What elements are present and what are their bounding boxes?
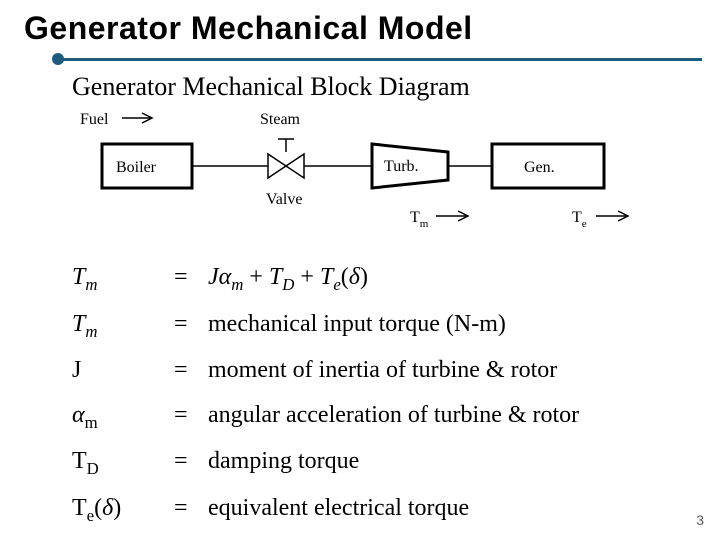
eq-equals: = (174, 351, 198, 389)
slide-title-wrap: Generator Mechanical Model (24, 10, 473, 47)
equation-row: Te(δ) = equivalent electrical torque (72, 489, 579, 530)
eq-rhs: moment of inertia of turbine & rotor (208, 351, 557, 389)
steam-label: Steam (260, 111, 301, 128)
eq-rhs: equivalent electrical torque (208, 489, 469, 527)
eq-equals: = (174, 442, 198, 480)
fuel-arrow-icon (122, 113, 152, 123)
equation-row: Tm = Jαm + TD + Te(δ) (72, 258, 579, 299)
slide: { "title": "Generator Mechanical Model",… (0, 0, 720, 540)
eq-lhs: αm (72, 396, 164, 437)
valve-label: Valve (266, 191, 302, 208)
equation-row: Tm = mechanical input torque (N-m) (72, 305, 579, 346)
svg-text:Te: Te (572, 209, 587, 230)
te-annotation: Te (572, 209, 628, 230)
eq-lhs: Tm (72, 258, 164, 299)
block-diagram: Fuel Boiler Steam Valve (72, 104, 638, 250)
eq-rhs: Jαm + TD + Te(δ) (208, 258, 368, 299)
eq-lhs: Tm (72, 305, 164, 346)
eq-lhs: J (72, 351, 164, 389)
fuel-label: Fuel (80, 111, 109, 128)
eq-equals: = (174, 258, 198, 296)
eq-rhs: damping torque (208, 442, 359, 480)
slide-subtitle: Generator Mechanical Block Diagram (72, 72, 470, 102)
valve-icon (268, 139, 304, 178)
eq-equals: = (174, 396, 198, 434)
equation-row: TD = damping torque (72, 442, 579, 483)
turbine-label: Turb. (384, 158, 419, 175)
svg-text:Tm: Tm (410, 209, 429, 230)
generator-label: Gen. (524, 159, 555, 176)
eq-equals: = (174, 489, 198, 527)
eq-rhs: mechanical input torque (N-m) (208, 305, 506, 343)
tm-annotation: Tm (410, 209, 468, 230)
eq-equals: = (174, 305, 198, 343)
equation-row: αm = angular acceleration of turbine & r… (72, 396, 579, 437)
eq-rhs: angular acceleration of turbine & rotor (208, 396, 579, 434)
boiler-label: Boiler (116, 159, 157, 176)
slide-title: Generator Mechanical Model (24, 10, 473, 47)
title-rule (62, 58, 702, 61)
equations-block: Tm = Jαm + TD + Te(δ) Tm = mechanical in… (72, 258, 579, 536)
page-number: 3 (696, 512, 704, 528)
eq-lhs: TD (72, 442, 164, 483)
equation-row: J = moment of inertia of turbine & rotor (72, 351, 579, 389)
eq-lhs: Te(δ) (72, 489, 164, 530)
